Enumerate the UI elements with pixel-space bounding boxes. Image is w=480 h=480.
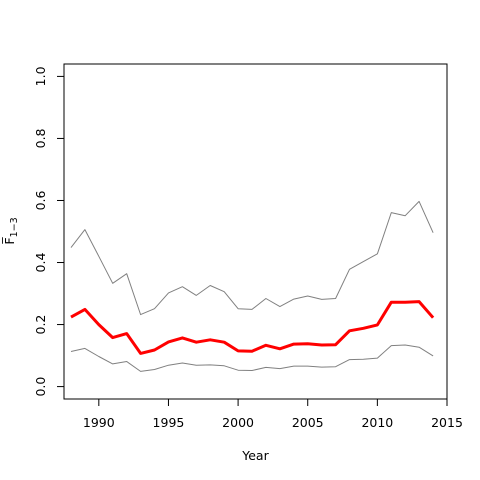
x-tick-label: 2000 <box>222 415 254 430</box>
x-axis: 1990 1995 2000 2005 2010 2015 <box>83 399 463 430</box>
series-line-lower-bound <box>70 344 434 372</box>
x-tick-label: 1990 <box>83 415 115 430</box>
x-tick-label: 2015 <box>431 415 463 430</box>
y-tick-label: 0.8 <box>33 128 48 148</box>
x-tick-label: 2005 <box>292 415 324 430</box>
series-line-estimate <box>70 300 435 355</box>
x-tick-label: 2010 <box>361 415 393 430</box>
series-line-upper-bound <box>70 200 434 316</box>
y-axis-title-main: F̅ <box>2 236 17 244</box>
y-tick-label: 1.0 <box>33 66 48 86</box>
y-tick-label: 0.6 <box>33 191 48 211</box>
y-axis-title-subscript: 1−3 <box>9 217 20 237</box>
y-tick-label: 0.0 <box>33 377 48 397</box>
plot-frame <box>63 63 448 400</box>
y-axis-title: F̅1−3 <box>2 217 20 244</box>
y-tick-label: 0.2 <box>33 315 48 335</box>
y-axis: 0.0 0.2 0.4 0.6 0.8 1.0 <box>33 66 64 397</box>
y-tick-label: 0.4 <box>33 253 48 273</box>
x-tick-label: 1995 <box>153 415 185 430</box>
x-axis-title: Year <box>241 448 269 463</box>
series-layer <box>70 200 435 372</box>
